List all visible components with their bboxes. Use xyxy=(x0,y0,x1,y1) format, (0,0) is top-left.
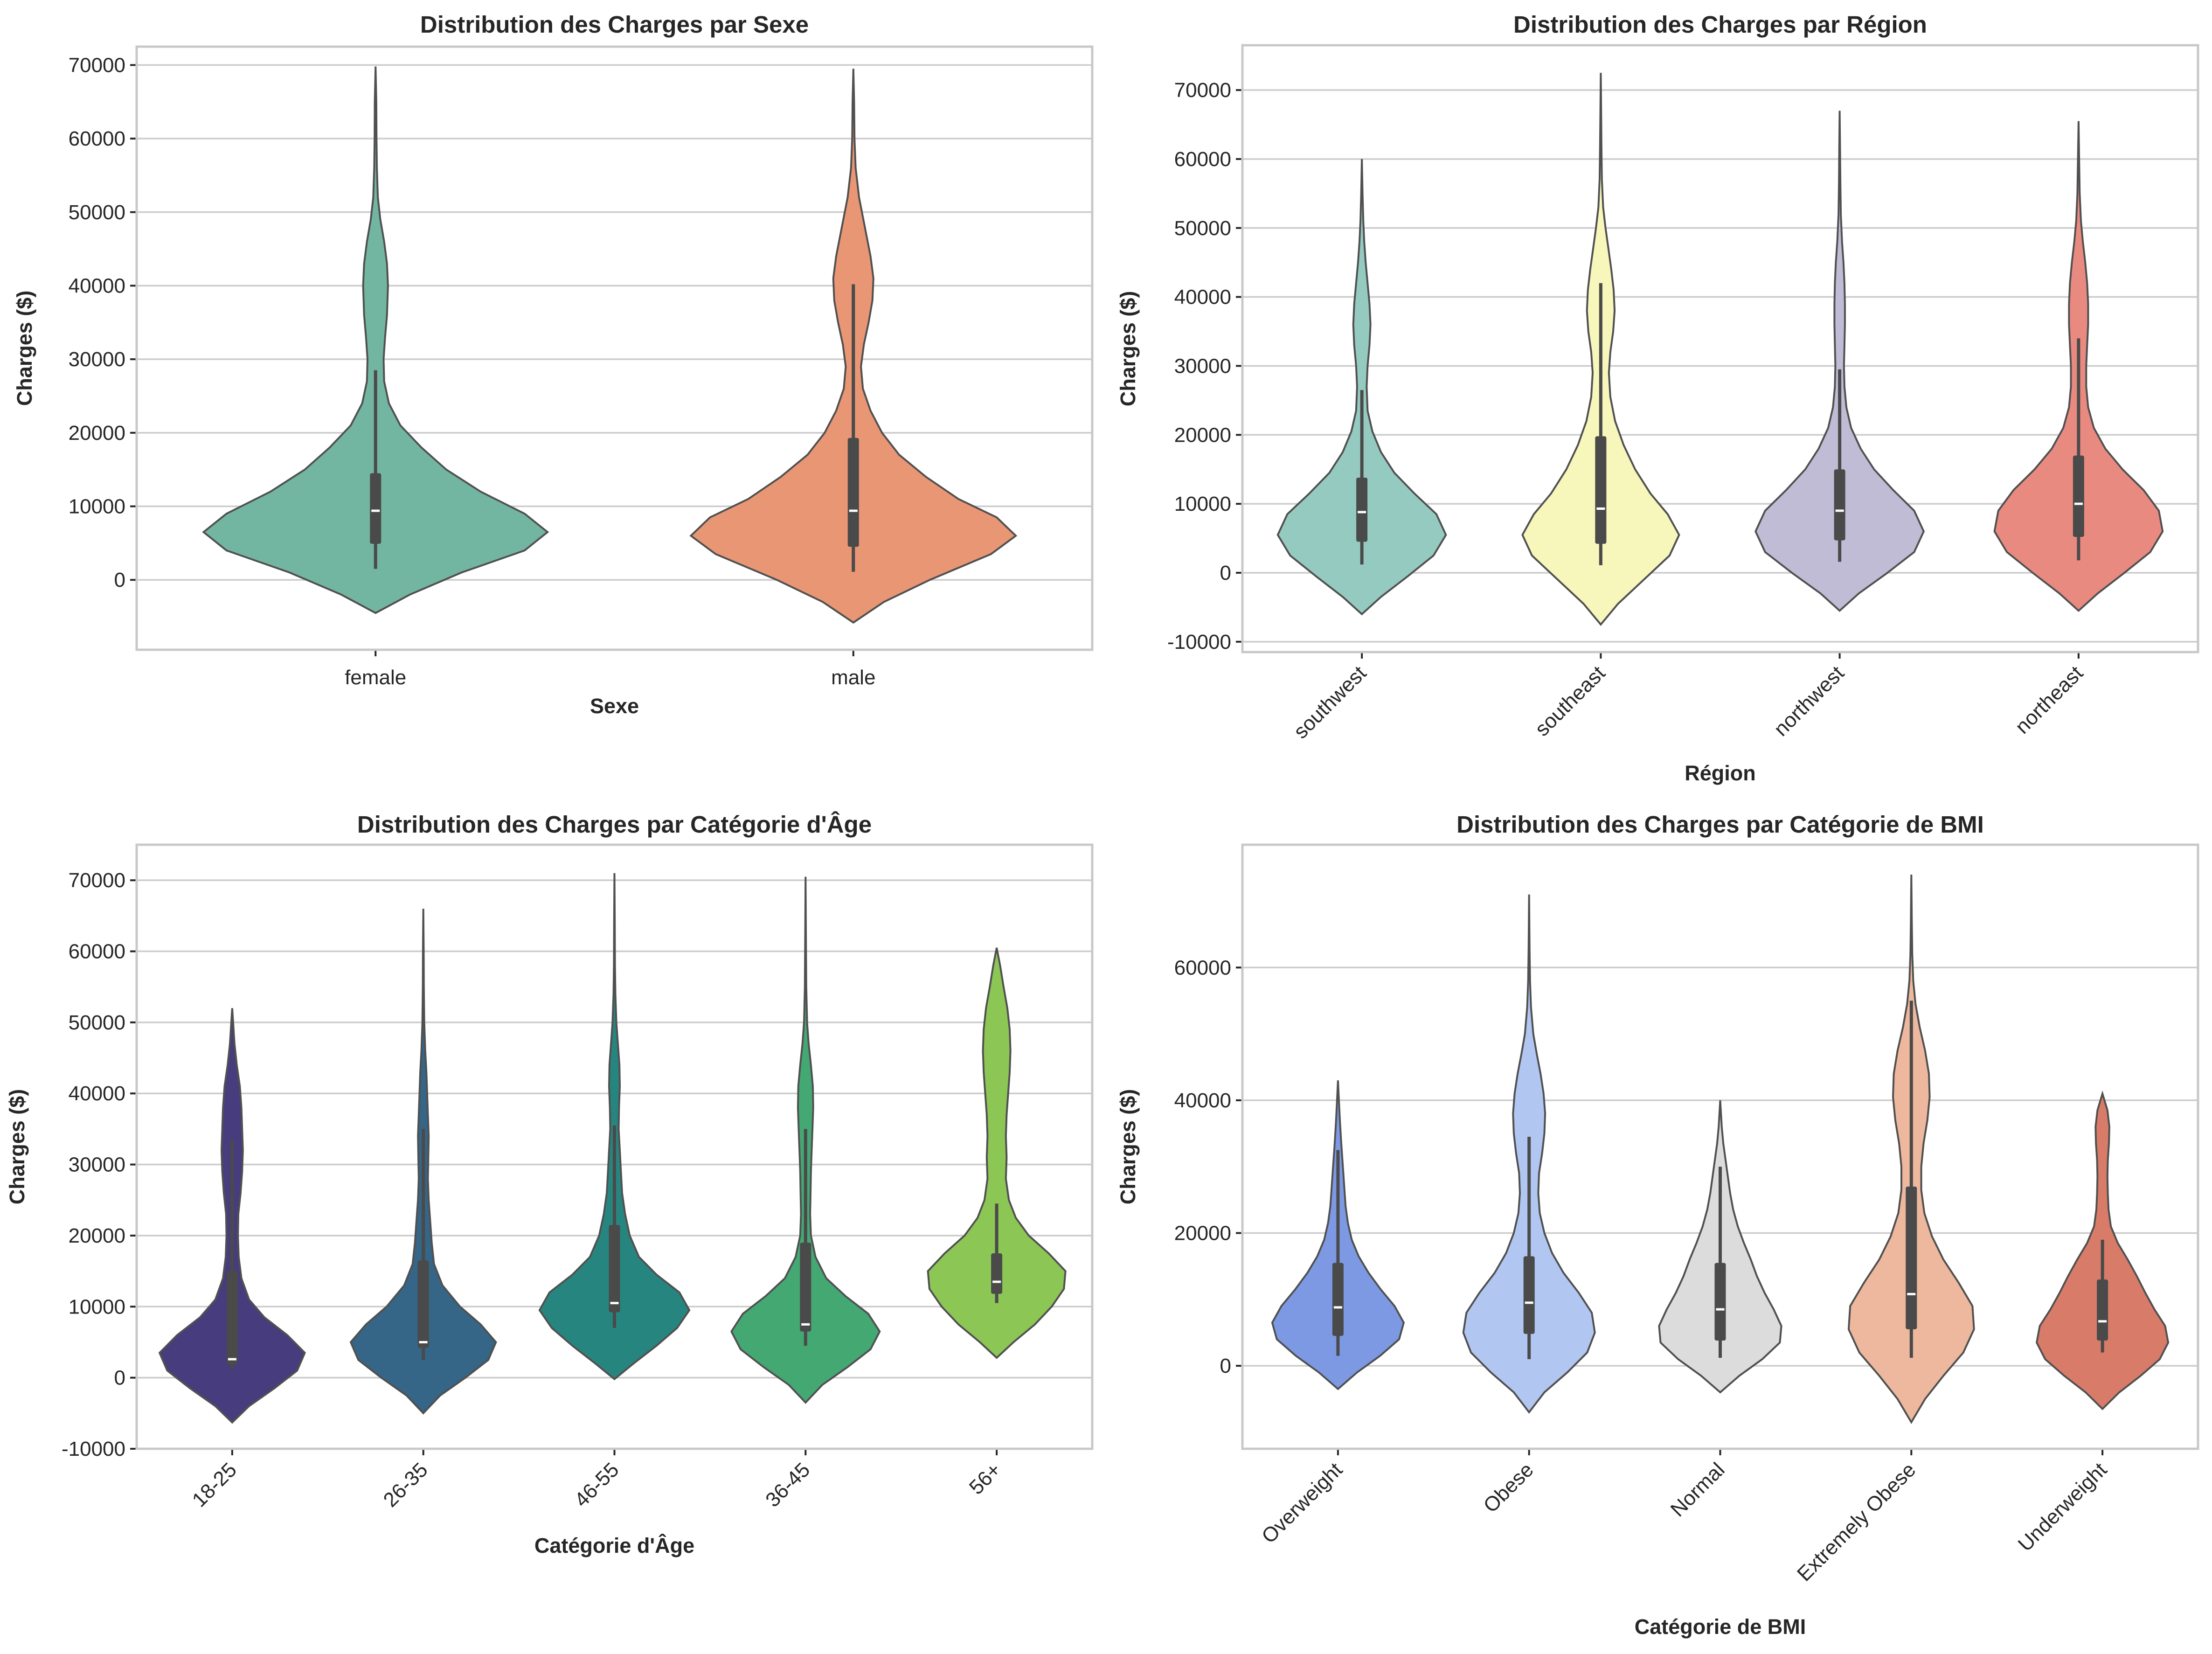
chart-panel-3: -10000 0 10000 20000 30000 40000 50000 60000 700… xyxy=(5,811,1094,1557)
chart-title: Distribution des Charges par Catégorie d… xyxy=(1456,811,1984,838)
chart-title: Distribution des Charges par Sexe xyxy=(420,11,809,38)
y-tick-label: 50000 xyxy=(69,201,125,224)
violin-iqr-box xyxy=(800,1243,811,1332)
violin-iqr-box xyxy=(370,473,381,544)
y-tick-label: 0 xyxy=(114,1367,125,1390)
y-tick-label: 20000 xyxy=(69,422,125,445)
violin-iqr-box xyxy=(2073,455,2084,537)
plot-frame xyxy=(1241,843,2199,1450)
violin-iqr-box xyxy=(991,1253,1003,1294)
violin-iqr-box xyxy=(609,1225,620,1313)
y-axis-label: Charges ($) xyxy=(5,1089,29,1205)
y-axis-label: Charges ($) xyxy=(1116,291,1140,407)
x-axis-label: Région xyxy=(1685,761,1756,785)
plot-frame xyxy=(135,843,1094,1450)
y-tick-label: 60000 xyxy=(1174,956,1231,979)
y-tick-label: 60000 xyxy=(1174,148,1231,171)
violin-iqr-box xyxy=(1906,1186,1917,1329)
x-tick-label: southwest xyxy=(1289,661,1371,743)
y-tick-label: 0 xyxy=(114,569,125,591)
violin-iqr-box xyxy=(226,1271,238,1364)
violin-iqr-box xyxy=(1332,1263,1344,1336)
x-tick-label: northeast xyxy=(2011,661,2087,738)
plot-frame xyxy=(1241,44,2199,653)
y-tick-label: 40000 xyxy=(69,1082,125,1105)
violin-56+ xyxy=(927,947,1067,1359)
x-tick-label: southeast xyxy=(1531,661,1610,741)
y-tick-label: 30000 xyxy=(69,348,125,371)
chart-title: Distribution des Charges par Région xyxy=(1513,11,1927,38)
x-tick-label: 36-45 xyxy=(761,1458,814,1511)
violin-iqr-box xyxy=(1714,1263,1726,1341)
y-tick-label: -10000 xyxy=(1167,631,1231,653)
violin-female xyxy=(202,66,549,614)
violin-iqr-box xyxy=(1834,469,1845,541)
plot-frame xyxy=(135,45,1094,651)
y-axis-label: Charges ($) xyxy=(13,291,36,406)
y-tick-label: 40000 xyxy=(1174,286,1231,309)
violin-northwest xyxy=(1754,111,1925,612)
x-tick-label: Normal xyxy=(1666,1458,1729,1521)
violin-iqr-box xyxy=(417,1260,429,1348)
x-tick-label: Underweight xyxy=(2014,1458,2111,1556)
y-tick-label: 70000 xyxy=(1174,79,1231,102)
x-tick-label: 46-55 xyxy=(570,1458,623,1511)
x-axis-label: Catégorie de BMI xyxy=(1635,1615,1806,1639)
x-axis-label: Sexe xyxy=(590,694,639,718)
x-tick-label: Obese xyxy=(1479,1458,1538,1517)
x-tick-label: 56+ xyxy=(965,1458,1005,1499)
y-tick-label: 40000 xyxy=(1174,1089,1231,1112)
violin-iqr-box xyxy=(1595,436,1607,544)
y-tick-label: 0 xyxy=(1220,562,1231,584)
y-tick-label: 10000 xyxy=(1174,493,1231,515)
y-tick-label: 50000 xyxy=(1174,217,1231,240)
violin-iqr-box xyxy=(1523,1256,1535,1334)
x-tick-label: Extremely Obese xyxy=(1793,1458,1920,1585)
violin-iqr-box xyxy=(847,438,859,547)
y-tick-label: 30000 xyxy=(1174,354,1231,377)
x-tick-label: Overweight xyxy=(1257,1458,1347,1548)
chart-panel-4: 0 20000 40000 60000 Overweight Obese Normal Ext… xyxy=(1116,811,2199,1639)
y-tick-label: 60000 xyxy=(69,940,125,963)
y-axis-label: Charges ($) xyxy=(1116,1089,1140,1205)
violin-iqr-box xyxy=(2097,1279,2108,1341)
y-tick-label: -10000 xyxy=(62,1438,125,1460)
y-tick-label: 0 xyxy=(1220,1355,1231,1377)
chart-panel-1: 0 10000 20000 30000 40000 50000 60000 70000 fema… xyxy=(13,11,1094,718)
chart-panel-2: -10000 0 10000 20000 30000 40000 50000 60000 700… xyxy=(1116,11,2199,785)
y-tick-label: 60000 xyxy=(69,127,125,150)
y-tick-label: 20000 xyxy=(1174,1222,1231,1245)
violin-southwest xyxy=(1276,159,1447,616)
violin-iqr-box xyxy=(1356,477,1368,542)
x-tick-label: northwest xyxy=(1769,661,1849,741)
y-tick-label: 10000 xyxy=(69,495,125,518)
chart-title: Distribution des Charges par Catégorie d… xyxy=(357,811,872,838)
y-tick-label: 70000 xyxy=(69,54,125,76)
y-tick-label: 20000 xyxy=(69,1224,125,1247)
y-tick-label: 50000 xyxy=(69,1011,125,1034)
y-tick-label: 10000 xyxy=(69,1295,125,1318)
x-axis-label: Catégorie d'Âge xyxy=(534,1534,694,1557)
x-tick-label: 18-25 xyxy=(188,1458,241,1511)
x-tick-label: male xyxy=(831,666,875,689)
y-tick-label: 20000 xyxy=(1174,424,1231,446)
y-tick-label: 40000 xyxy=(69,274,125,297)
x-tick-label: 26-35 xyxy=(379,1458,432,1511)
y-tick-label: 30000 xyxy=(69,1154,125,1176)
x-tick-label: female xyxy=(345,666,406,689)
y-tick-label: 70000 xyxy=(69,869,125,892)
